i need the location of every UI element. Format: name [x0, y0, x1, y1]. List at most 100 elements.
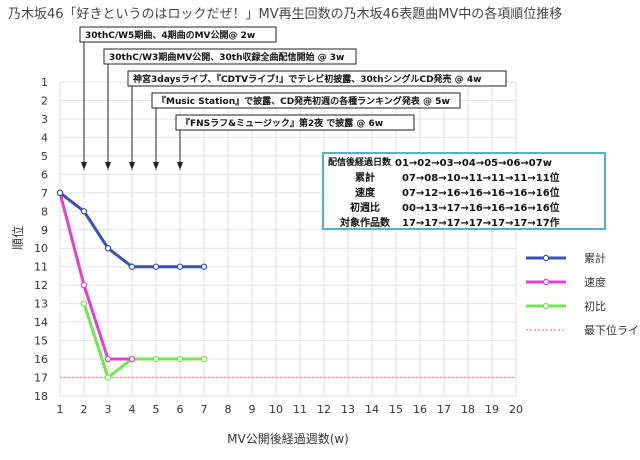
annotation-text: 『FNSラフ&ミュージック』第2夜 で披露 @ 6w [181, 117, 383, 129]
series-point-0 [176, 263, 184, 270]
x-tick-label: 5 [153, 403, 160, 416]
series-point-0 [200, 263, 208, 270]
summary-row-cumulative: 累計 07→08→10→11→11→11→11位 [328, 171, 600, 186]
legend: 累計速度初比最下位ライン [526, 251, 640, 337]
series-layer [56, 189, 208, 381]
legend-marker [542, 254, 550, 262]
legend-label-reference: 最下位ライン [584, 323, 640, 337]
y-tick-label: 8 [41, 205, 48, 218]
annotation-box [103, 48, 357, 65]
y-tick-label: 9 [41, 224, 48, 237]
series-point-1 [80, 281, 88, 289]
y-tick-label: 15 [34, 335, 48, 348]
summary-row-value: 07→08→10→11→11→11→11位 [402, 173, 560, 184]
series-point-2 [152, 355, 160, 363]
annotation-box [175, 114, 415, 131]
summary-row-label: 速度 [355, 188, 375, 199]
series-point-0 [152, 263, 160, 270]
x-tick-label: 13 [341, 403, 355, 416]
annotation-box [127, 70, 507, 87]
legend-marker [542, 278, 550, 286]
legend-label: 累計 [584, 251, 606, 265]
x-tick-label: 12 [317, 403, 331, 416]
rank-summary-box: 配信後経過日数 01→02→03→04→05→06→07w 累計 07→08→1… [322, 152, 606, 230]
summary-header-label: 配信後経過日数 [328, 158, 392, 168]
y-tick-label: 3 [41, 113, 48, 126]
x-tick-label: 2 [81, 403, 88, 416]
series-point-2 [80, 300, 88, 307]
annotation-arrowhead [129, 162, 135, 170]
annotations: 30thC/W5期曲、4期曲のMV公開@ 2w 30thC/W3期曲MV公開、30… [79, 26, 507, 170]
y-tick-label: 1 [41, 76, 48, 89]
summary-row-label: 累計 [355, 173, 375, 184]
summary-row-speed: 速度 07→12→16→16→16→16→16位 [328, 186, 600, 201]
y-tick-label: 17 [34, 372, 48, 385]
x-tick-label: 8 [225, 403, 232, 416]
annotation-text: 『Music Station』で披露、CD発売初週の各種ランキング発表 @ 5w [157, 95, 450, 107]
y-tick-label: 4 [41, 131, 48, 144]
x-tick-label: 16 [413, 403, 427, 416]
legend-marker [542, 302, 550, 310]
y-tick-label: 2 [41, 94, 48, 107]
y-tick-label: 14 [34, 316, 48, 329]
series-point-0 [80, 208, 88, 215]
series-point-1 [104, 355, 112, 363]
x-tick-label: 11 [293, 403, 307, 416]
x-tick-label: 7 [201, 403, 208, 416]
x-tick-label: 4 [129, 403, 136, 416]
y-tick-label: 13 [34, 298, 48, 311]
x-tick-label: 3 [105, 403, 112, 416]
legend-label: 初比 [584, 299, 606, 313]
y-tick-label: 7 [41, 187, 48, 200]
annotation-arrowhead [177, 162, 183, 170]
series-point-0 [56, 189, 64, 197]
annotation-text: 30thC/W5期曲、4期曲のMV公開@ 2w [85, 29, 255, 41]
series-point-2 [176, 355, 184, 363]
series-point-1 [128, 355, 136, 363]
chart-title: 乃木坂46「好きというのはロックだぜ！」MV再生回数の乃木坂46表題曲MV中の各… [8, 6, 562, 22]
x-tick-label: 10 [269, 403, 283, 416]
annotation-text: 30thC/W3期曲MV公開、30th収録全曲配信開始 @ 3w [109, 51, 344, 63]
summary-header: 配信後経過日数 01→02→03→04→05→06→07w [328, 156, 600, 171]
summary-row-value: 17→17→17→17→17→17→17作 [402, 218, 560, 229]
summary-row-label: 初週比 [350, 203, 380, 214]
legend-label: 速度 [584, 275, 606, 289]
y-tick-label: 6 [41, 168, 48, 181]
x-tick-label: 19 [485, 403, 499, 416]
series-line-2 [82, 303, 204, 380]
x-tick-label: 17 [437, 403, 451, 416]
x-tick-label: 9 [249, 403, 256, 416]
x-tick-label: 1 [57, 403, 64, 416]
series-point-0 [104, 245, 112, 252]
annotation-arrowhead [105, 162, 111, 170]
series-point-2 [104, 374, 112, 381]
x-tick-label: 18 [461, 403, 475, 416]
x-tick-label: 15 [389, 403, 403, 416]
y-tick-label: 5 [41, 150, 48, 163]
x-tick-label: 14 [365, 403, 379, 416]
annotation-box [151, 92, 461, 109]
y-tick-label: 18 [34, 390, 48, 403]
x-tick-label: 20 [509, 403, 523, 416]
summary-row-value: 07→12→16→16→16→16→16位 [402, 188, 560, 199]
annotation-text: 神宮3daysライブ、『CDTVライブ!』でテレビ初披露、30thシングルCD発… [133, 73, 481, 85]
series-point-0 [128, 263, 136, 270]
summary-header-value: 01→02→03→04→05→06→07w [395, 158, 552, 169]
series-line-1 [58, 192, 132, 361]
annotation-box [79, 26, 277, 43]
y-tick-label: 12 [34, 279, 48, 292]
summary-row-first-week-ratio: 初週比 00→13→17→16→16→16→16位 [328, 201, 600, 216]
y-tick-label: 10 [34, 242, 48, 255]
summary-row-label: 対象作品数 [340, 218, 390, 229]
summary-row-target-count: 対象作品数 17→17→17→17→17→17→17作 [328, 216, 600, 231]
ticks: 1 2 3 4 5 6 7 8 9 10 11 12 13 14 15 16 17 18 19 20123456789… [34, 76, 523, 416]
y-tick-label: 11 [34, 261, 48, 274]
annotation-arrowhead [153, 162, 159, 170]
y-tick-label: 16 [34, 353, 48, 366]
x-tick-label: 6 [177, 403, 184, 416]
annotation-arrowhead [81, 162, 87, 170]
x-axis-label: MV公開後経過週数(w) [227, 431, 349, 446]
summary-row-value: 00→13→17→16→16→16→16位 [402, 203, 560, 214]
series-point-2 [200, 355, 208, 363]
